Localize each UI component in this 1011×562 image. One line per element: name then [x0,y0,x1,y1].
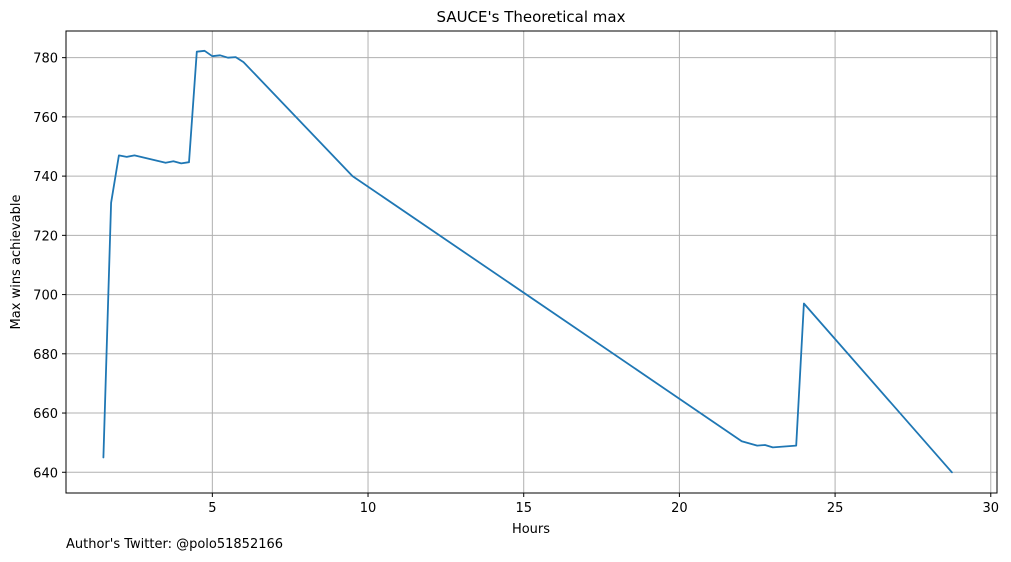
x-axis-label: Hours [512,522,550,537]
plot-frame [65,30,998,494]
x-tick-label: 20 [671,501,688,516]
y-tick-label: 780 [33,52,58,67]
y-tick-label: 680 [33,348,58,363]
series-layer [102,49,953,474]
x-tick-label: 25 [827,501,844,516]
y-tick-label: 740 [33,170,58,185]
x-tick-label: 30 [982,501,999,516]
x-tick-label: 15 [515,501,532,516]
grid-lines [66,31,997,493]
chart-title: SAUCE's Theoretical max [437,8,626,26]
x-axis-ticks: 5 10 15 20 25 30 [208,493,999,516]
y-tick-label: 700 [33,289,58,304]
y-axis-label: Max wins achievable [9,195,24,330]
y-tick-label: 720 [33,229,58,244]
x-tick-label: 5 [208,501,216,516]
series-line [102,49,953,474]
y-tick-label: 640 [33,466,58,481]
y-axis-ticks: 640 660 680 700 720 740 760 780 [33,52,66,481]
x-tick-label: 10 [360,501,377,516]
y-tick-label: 760 [33,111,58,126]
author-footnote: Author's Twitter: @polo51852166 [66,537,284,552]
y-tick-label: 660 [33,407,58,422]
